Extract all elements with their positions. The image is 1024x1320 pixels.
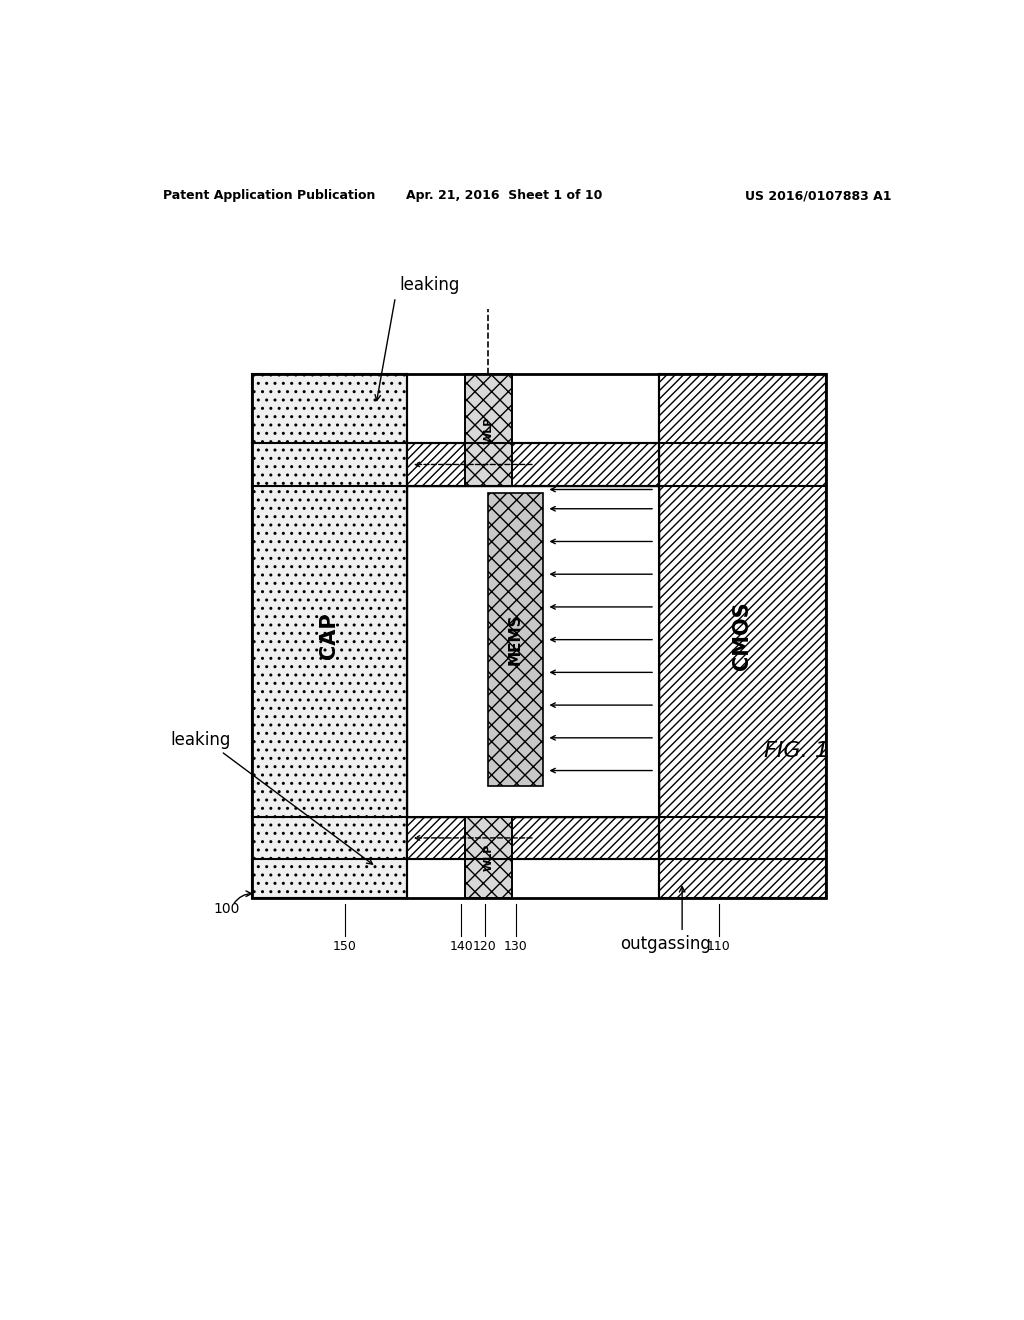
Text: FIG. 1: FIG. 1	[764, 742, 828, 762]
Bar	[488, 494, 543, 785]
Bar	[658, 374, 825, 898]
Text: 110: 110	[707, 940, 731, 953]
Bar	[252, 374, 825, 898]
Text: Apr. 21, 2016  Sheet 1 of 10: Apr. 21, 2016 Sheet 1 of 10	[406, 189, 602, 202]
Text: US 2016/0107883 A1: US 2016/0107883 A1	[744, 189, 891, 202]
Text: leaking: leaking	[399, 276, 460, 294]
Text: leaking: leaking	[171, 731, 231, 748]
Bar	[252, 374, 407, 898]
Text: 130: 130	[504, 940, 527, 953]
Text: Patent Application Publication: Patent Application Publication	[163, 189, 375, 202]
Bar	[407, 444, 658, 486]
Text: 150: 150	[333, 940, 357, 953]
Bar	[407, 486, 658, 817]
Text: 120: 120	[473, 940, 497, 953]
Bar	[465, 817, 512, 898]
Text: WLP: WLP	[483, 416, 494, 444]
Text: WLP: WLP	[483, 843, 494, 871]
Bar	[407, 817, 658, 859]
Text: 100: 100	[213, 902, 240, 916]
Bar	[465, 374, 512, 486]
Text: CAP: CAP	[319, 612, 340, 659]
Text: CMOS: CMOS	[732, 602, 753, 671]
Text: 140: 140	[450, 940, 473, 953]
Text: outgassing: outgassing	[621, 935, 711, 953]
Text: MEMS: MEMS	[508, 614, 523, 665]
